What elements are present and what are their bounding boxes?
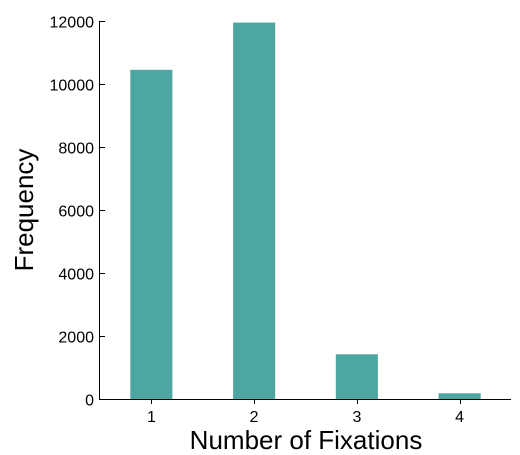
x-tick-label: 2 [250, 409, 259, 426]
y-tick-label: 4000 [58, 267, 94, 284]
x-tick-label: 3 [352, 409, 361, 426]
x-tick-label: 4 [455, 409, 464, 426]
bar-4 [438, 393, 481, 399]
y-tick-label: 8000 [58, 141, 94, 158]
bar-1 [130, 69, 173, 400]
y-tick-label: 0 [85, 393, 94, 410]
x-tick-label: 1 [147, 409, 156, 426]
y-tick-label: 2000 [58, 330, 94, 347]
y-axis-title: Frequency [9, 149, 39, 272]
bar-2 [233, 22, 276, 399]
x-axis-ticks: 1 2 3 4 [147, 399, 464, 426]
y-tick-label: 10000 [50, 78, 95, 95]
x-axis-title: Number of Fixations [190, 425, 423, 455]
y-tick-label: 12000 [50, 15, 95, 32]
bars [130, 22, 481, 400]
y-tick-label: 6000 [58, 204, 94, 221]
bar-3 [335, 354, 378, 399]
y-axis-ticks: 0 2000 4000 6000 8000 10000 12000 [50, 15, 105, 410]
